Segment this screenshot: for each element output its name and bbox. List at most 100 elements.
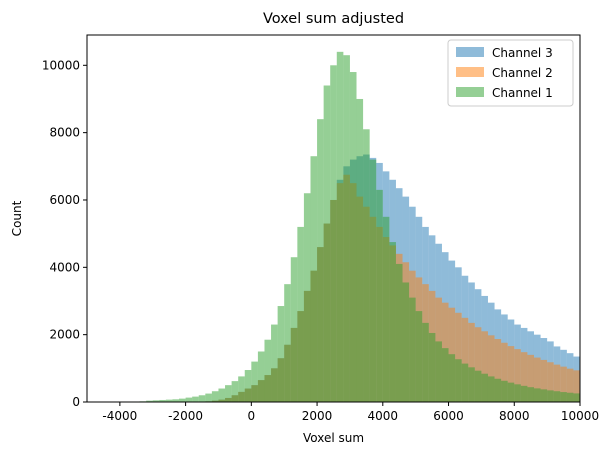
histogram-bar [527,387,534,402]
histogram-bar [494,339,502,402]
histogram-bar [297,226,304,402]
legend-item: Channel 3 [456,46,553,60]
histogram-bar [448,354,456,402]
bars-group [133,51,580,402]
histogram-bar [349,72,357,402]
histogram-bar [231,381,239,402]
legend-label: Channel 1 [492,86,553,100]
x-tick-label: 4000 [368,409,399,423]
x-tick-label: 2000 [302,409,333,423]
histogram-bar [277,306,285,402]
legend-label: Channel 3 [492,46,553,60]
chart-title: Voxel sum adjusted [263,11,404,27]
y-tick-label: 4000 [49,260,80,274]
histogram-bar [514,349,521,402]
histogram-bar [310,156,318,402]
x-tick-label: 0 [248,409,256,423]
histogram-bar [573,393,580,402]
histogram-bar [185,397,193,402]
histogram-bar [179,398,186,402]
histogram-bar [218,388,226,402]
histogram-bar [363,129,370,402]
y-axis-label: Count [10,200,24,236]
histogram-bar [441,348,449,402]
histogram-bar [192,396,199,402]
histogram-bar [527,354,534,402]
legend: Channel 3 Channel 2 Channel 1 [447,39,574,107]
histogram-bar [566,392,574,402]
series-3 [133,51,580,402]
histogram-bar [152,400,160,402]
histogram-bar [238,376,245,402]
histogram-bar [271,324,278,402]
histogram-bar [474,327,482,402]
y-tick-label: 10000 [42,58,80,72]
histogram-bar [244,370,252,402]
histogram-bar [395,263,403,402]
legend-item: Channel 2 [456,66,553,80]
histogram-bar [205,393,212,402]
histogram-bar [481,331,488,402]
x-axis-label: Voxel sum [303,431,364,445]
histogram-bar [468,367,475,402]
histogram-bar [257,351,265,402]
legend-swatch [456,67,484,77]
histogram-bar [382,216,390,402]
histogram-bar [389,242,396,402]
histogram-bar [553,364,561,402]
histogram-bar [290,257,298,402]
y-ticks: 0 2000 4000 6000 8000 10000 [42,58,87,409]
histogram-bar [303,193,311,402]
histogram-bar [428,332,436,402]
histogram-bar [455,359,462,402]
histogram-bar [211,391,219,402]
x-ticks: -4000 -2000 0 2000 4000 6000 8000 10000 [102,402,599,423]
histogram-bar [336,51,344,402]
x-tick-label: -4000 [102,409,137,423]
histogram-bar [566,368,574,402]
histogram-bar [507,382,515,402]
histogram-bar [560,366,567,402]
legend-label: Channel 2 [492,66,553,80]
legend-swatch [456,47,484,57]
histogram-bar [461,363,469,402]
histogram-bar [461,317,469,402]
histogram-bar [146,400,153,402]
histogram-bar [487,376,495,402]
x-tick-label: 8000 [499,409,530,423]
histogram-bar [198,395,206,402]
histogram-bar [409,297,416,402]
histogram-bar [540,359,548,402]
x-tick-label: -2000 [168,409,203,423]
histogram-bar [560,392,567,402]
histogram-bar [455,312,462,402]
histogram-bar [540,389,548,402]
histogram-bar [501,380,508,402]
axes-frame [86,34,581,403]
histogram-bar [501,342,508,402]
histogram-bar [369,159,377,402]
histogram-bar [159,399,166,402]
histogram-bar [284,284,291,402]
histogram-bar [514,384,521,402]
histogram-bar [494,378,502,402]
histogram-bar [323,85,331,402]
histogram-bar [330,65,337,402]
histogram-bar [520,352,528,402]
histogram-bar [487,335,495,402]
histogram-bar [317,119,324,402]
histogram-bar [481,373,488,402]
histogram-bar [422,322,429,402]
histogram-bar [165,399,173,402]
histogram-bar [225,385,232,402]
histogram-bar [415,311,423,402]
histogram-bar [402,282,410,402]
histogram-bar [547,362,554,402]
histogram-bar [474,370,482,402]
histogram-bar [533,357,541,402]
x-tick-label: 10000 [561,409,599,423]
histogram-bar [343,55,350,402]
histogram-bar [356,98,364,402]
histogram-bar [435,341,442,402]
